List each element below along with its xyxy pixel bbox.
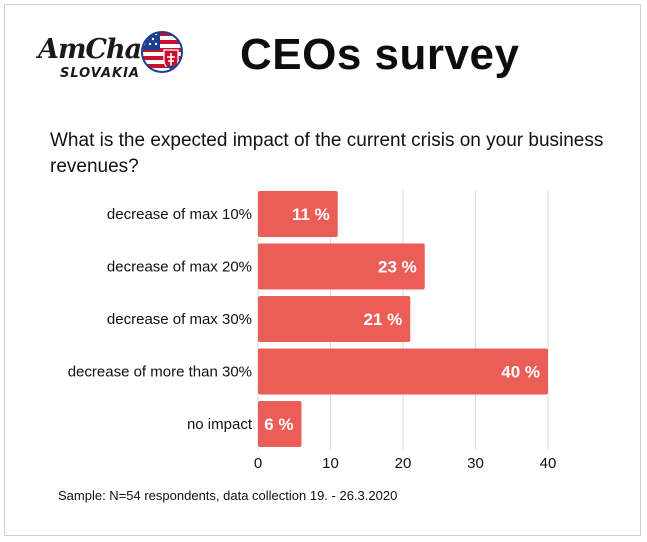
category-label-2: decrease of max 30%	[107, 311, 252, 328]
x-tick-label-20: 20	[395, 455, 412, 472]
card-frame	[4, 4, 641, 536]
bar-0	[258, 191, 338, 237]
category-label-3: decrease of more than 30%	[68, 364, 252, 381]
data-label-3: 40 %	[501, 363, 540, 382]
data-label-4: 6 %	[264, 415, 293, 434]
x-tick-label-10: 10	[322, 455, 339, 472]
sample-footnote: Sample: N=54 respondents, data collectio…	[58, 488, 398, 503]
flag-emblem-icon	[141, 31, 183, 73]
amcham-logo: AmCham SLOVAKIA	[38, 28, 188, 88]
logo-text-slovakia: SLOVAKIA	[60, 66, 140, 81]
survey-question: What is the expected impact of the curre…	[50, 130, 604, 177]
bar-1	[258, 243, 425, 290]
x-tick-label-0: 0	[254, 455, 262, 472]
bar-chart: 0 10 20 30 40 decrease of max 10% 11 % decrease…	[68, 190, 557, 472]
bar-3	[258, 348, 548, 395]
data-label-1: 23 %	[378, 258, 417, 277]
data-label-2: 21 %	[364, 310, 403, 329]
category-label-0: decrease of max 10%	[107, 206, 252, 223]
bar-2	[258, 296, 411, 342]
category-label-4: no impact	[187, 416, 253, 433]
bar-4	[258, 401, 302, 447]
x-tick-label-30: 30	[467, 455, 484, 472]
x-tick-label-40: 40	[540, 455, 557, 472]
data-label-0: 11 %	[292, 205, 330, 224]
page-title: CEOs survey	[240, 30, 520, 79]
category-label-1: decrease of max 20%	[107, 259, 252, 276]
